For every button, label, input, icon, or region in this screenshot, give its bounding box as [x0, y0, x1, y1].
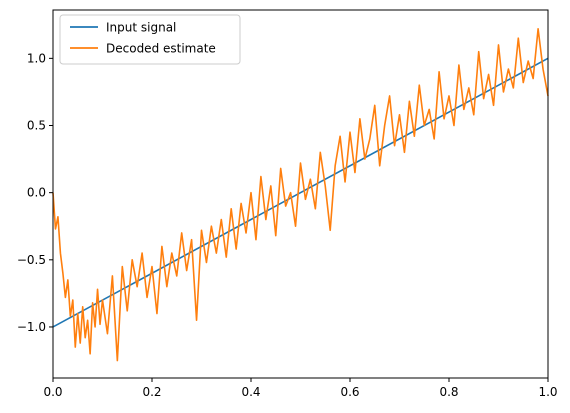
y-tick-label: 0.0 [27, 186, 46, 200]
plot-frame [52, 9, 549, 379]
x-tick-label: 0.0 [43, 385, 62, 399]
series-line-decoded-estimate [52, 27, 549, 362]
y-tick-label: 0.5 [27, 119, 46, 133]
x-tick-label: 0.2 [142, 385, 161, 399]
legend-label-input-signal: Input signal [106, 21, 176, 35]
y-tick-label: 1.0 [27, 51, 46, 65]
x-tick-label: 0.8 [439, 385, 458, 399]
x-tick-label: 1.0 [538, 385, 557, 399]
series-layer [52, 27, 549, 362]
x-tick-label: 0.4 [241, 385, 260, 399]
y-tick-label: −0.5 [17, 253, 46, 267]
legend: Input signal Decoded estimate [59, 14, 241, 65]
y-axis: −1.0 −0.5 0.0 0.5 1.0 [17, 51, 53, 334]
y-tick-label: −1.0 [17, 320, 46, 334]
plot-area [53, 10, 548, 378]
legend-label-decoded-estimate: Decoded estimate [106, 42, 216, 56]
legend-box [59, 14, 241, 65]
x-axis: 0.0 0.2 0.4 0.6 0.8 1.0 [43, 378, 558, 399]
x-tick-label: 0.6 [340, 385, 359, 399]
